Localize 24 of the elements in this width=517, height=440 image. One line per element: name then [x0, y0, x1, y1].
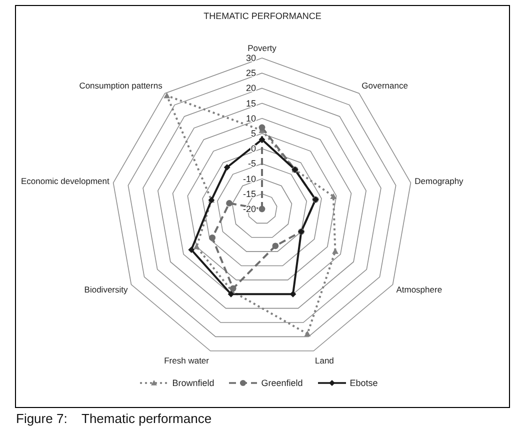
- y-tick-label: 20: [246, 83, 256, 94]
- spoke-label: Consumption patterns: [79, 80, 162, 91]
- spoke-label: Biodiversity: [84, 284, 129, 294]
- y-tick-label: -5: [248, 158, 256, 169]
- chart-title: THEMATIC PERFORMANCE: [202, 11, 322, 21]
- legend-label: Ebotse: [350, 378, 378, 388]
- spoke-label: Land: [315, 355, 334, 366]
- y-tick-label: 5: [250, 128, 256, 138]
- y-tick-label: -15: [242, 188, 256, 199]
- legend-label: Brownfield: [172, 378, 214, 388]
- spoke-label: Poverty: [248, 43, 278, 53]
- y-tick-label: 10: [246, 113, 256, 124]
- spoke-label: Governance: [362, 80, 408, 91]
- caption: Figure 7: Thematic performance: [16, 411, 212, 426]
- y-tick-label: -20: [242, 204, 256, 214]
- spoke-label: Atmosphere: [396, 284, 442, 294]
- legend-label: Greenfield: [261, 378, 303, 388]
- spoke-label: Demography: [414, 176, 464, 186]
- y-tick-label: 30: [246, 53, 256, 63]
- spoke-label: Fresh water: [164, 355, 210, 366]
- y-tick-label: 15: [246, 98, 256, 108]
- y-tick-label: 25: [246, 68, 256, 78]
- spoke-label: Economic development: [20, 176, 110, 186]
- y-tick-label: -10: [242, 174, 256, 184]
